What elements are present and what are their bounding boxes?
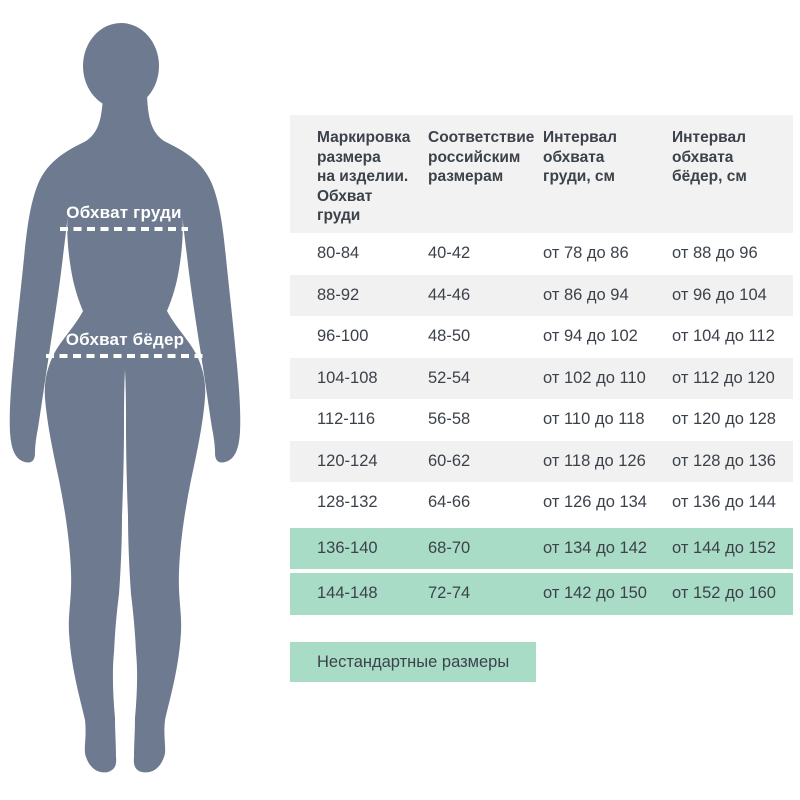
hips-measure-label: Обхват бёдер [65,330,185,349]
table-row: 104-108 52-54 от 102 до 110 от 112 до 12… [290,357,793,399]
cell-hips-interval: от 96 до 104 [672,285,767,304]
cell-size-marking: 144-148 [317,584,378,603]
cell-chest-interval: от 78 до 86 [543,244,629,263]
cell-hips-interval: от 152 до 160 [672,584,776,603]
female-silhouette [9,23,241,773]
cell-russian-size: 68-70 [428,538,471,557]
header-col-chest-interval: Интервал обхвата груди, см [543,129,617,185]
cell-chest-interval: от 86 до 94 [543,285,629,304]
chest-measure-label: Обхват груди [66,203,182,222]
cell-chest-interval: от 102 до 110 [543,368,646,387]
silhouette-head [83,23,159,109]
size-table: Маркировка размера на изделии. Обхват гр… [290,115,793,615]
header-col-hips-interval: Интервал обхвата бёдер, см [672,129,747,185]
cell-russian-size: 44-46 [428,285,471,304]
body-silhouette-figure: Обхват груди Обхват бёдер [2,0,262,800]
cell-size-marking: 104-108 [317,368,378,387]
cell-hips-interval: от 136 до 144 [672,493,776,512]
cell-chest-interval: от 110 до 118 [543,410,645,429]
cell-russian-size: 56-58 [428,410,471,429]
header-col-size-marking: Маркировка размера на изделии. Обхват гр… [317,129,411,224]
table-row: 88-92 44-46 от 86 до 94 от 96 до 104 [290,274,793,316]
cell-hips-interval: от 104 до 112 [672,327,775,346]
table-row: 112-116 56-58 от 110 до 118 от 120 до 12… [290,399,793,441]
cell-hips-interval: от 88 до 96 [672,244,758,263]
cell-russian-size: 60-62 [428,451,471,470]
cell-chest-interval: от 118 до 126 [543,451,646,470]
table-row-highlighted: 144-148 72-74 от 142 до 150 от 152 до 16… [290,573,793,615]
cell-russian-size: 48-50 [428,327,471,346]
cell-hips-interval: от 128 до 136 [672,451,776,470]
cell-size-marking: 88-92 [317,285,360,304]
cell-size-marking: 128-132 [317,493,378,512]
cell-chest-interval: от 94 до 102 [543,327,638,346]
cell-hips-interval: от 120 до 128 [672,410,776,429]
nonstandard-sizes-badge: Нестандартные размеры [290,642,536,682]
cell-size-marking: 96-100 [317,327,369,346]
cell-hips-interval: от 112 до 120 [672,368,775,387]
cell-russian-size: 64-66 [428,493,471,512]
table-row: 80-84 40-42 от 78 до 86 от 88 до 96 [290,233,793,275]
cell-size-marking: 120-124 [317,451,378,470]
cell-size-marking: 80-84 [317,244,360,263]
cell-chest-interval: от 142 до 150 [543,584,647,603]
table-row: 128-132 64-66 от 126 до 134 от 136 до 14… [290,482,793,524]
header-col-russian-size: Соответствие российским размерам [428,129,535,185]
table-row-highlighted: 136-140 68-70 от 134 до 142 от 144 до 15… [290,527,793,569]
cell-russian-size: 72-74 [428,584,471,603]
cell-size-marking: 136-140 [317,538,378,557]
cell-russian-size: 52-54 [428,368,471,387]
cell-size-marking: 112-116 [317,410,376,429]
cell-chest-interval: от 126 до 134 [543,493,647,512]
silhouette-body [9,95,241,773]
cell-hips-interval: от 144 до 152 [672,538,776,557]
nonstandard-sizes-label: Нестандартные размеры [317,652,510,671]
table-header-row: Маркировка размера на изделии. Обхват гр… [290,115,793,233]
table-row: 96-100 48-50 от 94 до 102 от 104 до 112 [290,316,793,358]
table-row: 120-124 60-62 от 118 до 126 от 128 до 13… [290,440,793,482]
cell-chest-interval: от 134 до 142 [543,538,647,557]
cell-russian-size: 40-42 [428,244,471,263]
